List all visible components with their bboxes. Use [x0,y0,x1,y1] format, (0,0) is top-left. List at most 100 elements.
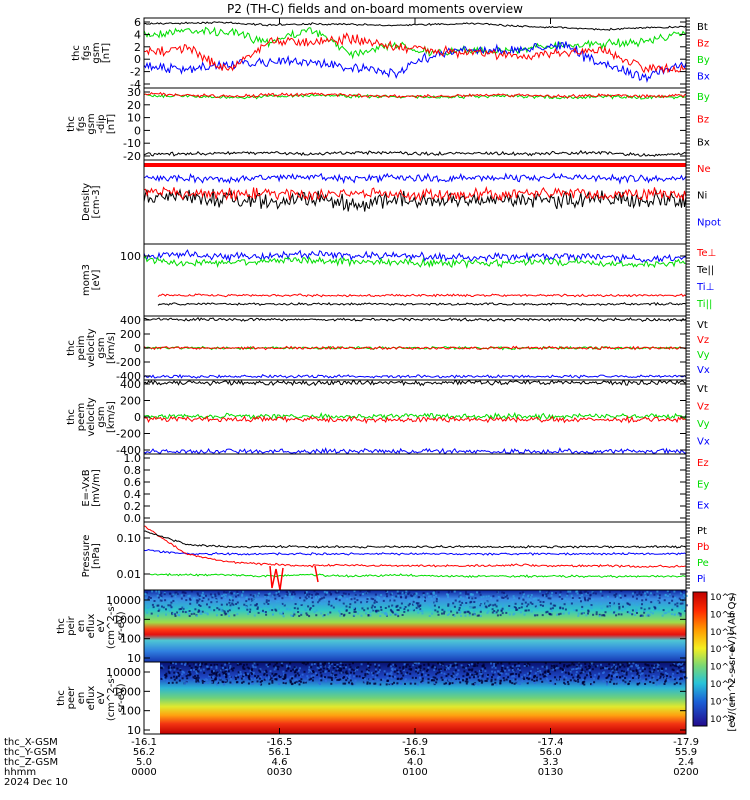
mom3-series [143,249,687,264]
y-axis-label: peem [76,403,87,431]
y-axis-label: [cm-3] [91,185,102,218]
ephemeris-value: 56.0 [539,747,561,758]
legend-label: By [697,92,710,103]
legend-label: Pb [697,542,709,553]
y-axis-label: [km/s] [106,401,117,433]
y-axis-label: gsm [86,113,97,134]
y-tick-label: 10000 [106,594,141,607]
y-tick-label: 0.4 [124,488,142,501]
peem-velocity-Vt-series [143,379,686,387]
ephemeris-value: -16.5 [267,737,293,748]
y-axis-label: velocity [86,328,97,367]
y-axis-label: [mV/m] [91,469,102,507]
y-axis-label: eV [96,691,107,704]
y-axis-label: thc [66,116,77,132]
mom3-series [157,301,687,307]
y-tick-label: -400 [116,444,141,457]
ephemeris-value: -17.4 [538,737,564,748]
y-axis-label: -dip [96,114,107,133]
ephemeris-value: 0130 [538,767,563,778]
legend-label: Vx [697,365,710,376]
legend-label: Ni [697,191,707,202]
legend-label: Ey [697,479,709,490]
ephemeris-row-label: 2024 Dec 10 [4,777,68,788]
colorbar-tick-label: 10^7 [710,593,735,603]
y-axis-label: fgs [76,116,87,131]
ephemeris-value: 0000 [131,767,156,778]
fgs-gsm-Bz-series [143,32,687,75]
chart-title: P2 (TH-C) fields and on-board moments ov… [227,2,523,16]
ephemeris-row-label: thc_Z-GSM [4,757,58,768]
legend-label: Bz [697,115,709,126]
y-tick-label: -200 [116,428,141,441]
ephemeris-value: 2.4 [678,757,694,768]
y-tick-label: 4 [134,28,141,41]
ephemeris-value: 0200 [673,767,698,778]
legend-label: Vy [697,419,710,430]
legend-label: Te|| [696,265,714,276]
y-axis-label: (cm^2-s- [106,674,117,721]
peem-velocity-Vy-series [143,411,687,421]
pressure-Pi-series [143,548,687,556]
ephemeris-value: 4.6 [272,757,288,768]
colorbar-tick-label: 10^4 [710,645,735,655]
y-tick-label: 100 [120,705,141,718]
legend-label: Pe [697,558,709,569]
y-tick-label: 20 [127,99,141,112]
panel-frame [143,453,687,523]
y-tick-label: 0.01 [117,568,142,581]
ephemeris-value: -16.1 [131,737,157,748]
colorbar-tick-label: 10^6 [710,610,735,620]
y-axis-label: gsm [96,337,107,358]
y-axis-label: sr-eV) [116,683,127,712]
y-axis-label: eV [96,619,107,632]
y-axis-label: velocity [86,397,97,436]
legend-label: Npot [697,217,721,228]
y-axis-label: eflux [86,686,97,711]
colorbar [692,591,708,727]
legend-label: By [697,55,710,66]
panel-frame [143,17,687,89]
colorbar-tick-label: 10^5 [710,628,735,638]
y-axis-label: en [76,620,87,633]
y-tick-label: 6 [134,16,141,29]
mom3-series [157,293,687,298]
y-tick-label: 0.2 [124,500,142,513]
legend-label: Vx [697,437,710,448]
peem-velocity-Vx-series [143,447,686,455]
y-axis-label: E=-VxB [81,469,92,506]
legend-label: Ti|| [696,299,712,310]
y-tick-label: 400 [120,314,141,327]
y-tick-label: -20 [123,150,141,163]
ephemeris-value: 5.0 [136,757,152,768]
ion-spectrogram [144,590,686,662]
y-tick-label: 1.0 [124,452,142,465]
y-tick-label: 100 [120,633,141,646]
legend-label: Vt [697,384,708,395]
electron-spectrogram-noise [160,662,688,686]
fgs-dip-Bx-series [143,149,687,157]
y-tick-label: 200 [120,395,141,408]
y-tick-label: 30 [127,86,141,99]
y-axis-label: [nPa] [91,543,102,569]
legend-label: Bx [697,72,710,83]
y-axis-label: peim [76,335,87,360]
fgs-gsm-By-series [143,26,686,60]
legend-label: Ne [697,164,711,175]
y-tick-label: 10 [127,724,141,737]
y-axis-label: peir [66,615,77,635]
y-axis-label: en [76,692,87,705]
panel-frame [143,159,687,245]
right-minor-ticks [686,17,690,589]
legend-label: Bz [697,39,709,50]
y-axis-label: sr-eV) [116,611,127,640]
fgs-gsm-Bt-series [143,21,687,32]
ephemeris-row-label: thc_Y-GSM [4,747,56,758]
y-axis-label: mom3 [81,264,92,296]
y-tick-label: -200 [116,356,141,369]
y-tick-label: 10 [127,112,141,125]
y-tick-label: 0.6 [124,476,142,489]
legend-label: Vz [697,402,709,413]
peim-velocity-Vt-series [143,317,687,322]
y-axis-label: peer [66,686,77,710]
